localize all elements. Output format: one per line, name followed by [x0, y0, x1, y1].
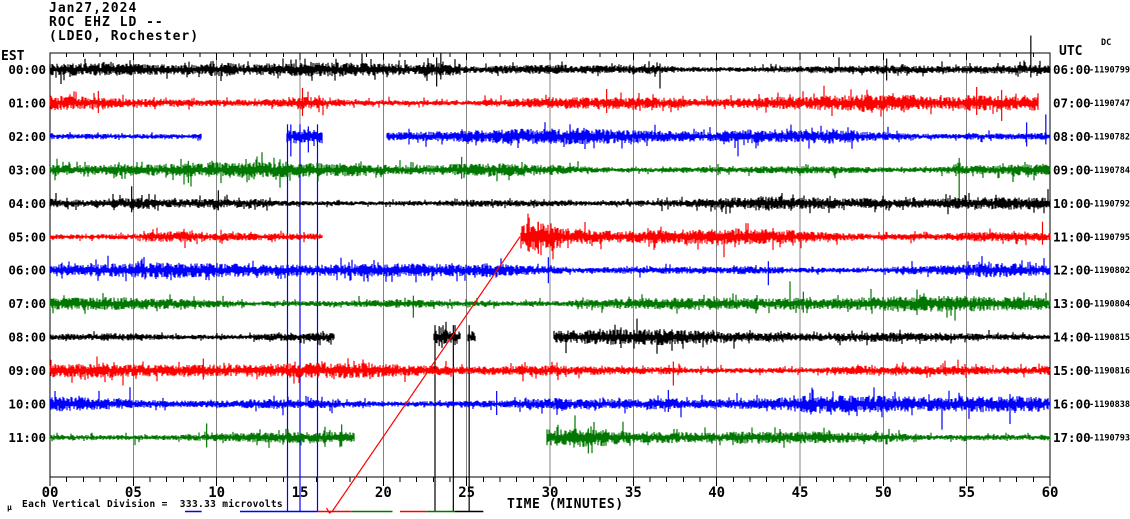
trace-row-10: [49, 387, 1051, 430]
axis-tick-label: 45: [792, 485, 809, 501]
axis-tick-label: 30: [542, 485, 559, 501]
trace-row-07: [49, 281, 1051, 321]
trace-row-00: [49, 53, 1051, 84]
row-dc-value: -1190802: [1089, 266, 1130, 276]
row-right-label: 17:00: [1053, 430, 1091, 445]
row-left-label: 10:00: [8, 397, 46, 412]
row-dc-value: -1190795: [1089, 233, 1130, 243]
row-left-label: 03:00: [8, 162, 46, 177]
row-left-label: 06:00: [8, 263, 46, 278]
row-right-label: 10:00: [1053, 196, 1091, 211]
time-axis-label: TIME (MINUTES): [507, 497, 624, 512]
row-left-label: 02:00: [8, 129, 46, 144]
row-right-label: 08:00: [1053, 129, 1091, 144]
row-left-label: 07:00: [8, 296, 46, 311]
title-location: (LDEO, Rochester): [49, 29, 200, 44]
row-left-label: 09:00: [8, 363, 46, 378]
row-right-label: 09:00: [1053, 162, 1091, 177]
row-dc-value: -1190792: [1089, 199, 1130, 209]
vertical-scale-note: Each Vertical Division = 333.33 microvol…: [22, 499, 283, 510]
row-dc-value: -1190799: [1089, 66, 1130, 76]
trace-row-04: [49, 189, 1051, 215]
axis-tick-label: 50: [875, 485, 892, 501]
row-right-label: 15:00: [1053, 363, 1091, 378]
trace-row-06: [49, 255, 1051, 283]
axis-tick-label: 25: [458, 485, 475, 501]
row-dc-value: -1190815: [1089, 333, 1130, 343]
row-left-label: 00:00: [8, 62, 46, 77]
row-left-label: 05:00: [8, 229, 46, 244]
row-dc-value: -1190793: [1089, 433, 1130, 443]
dc-column-header: DC: [1101, 38, 1112, 48]
trace-row-03: [49, 152, 1051, 188]
row-right-label: 14:00: [1053, 330, 1091, 345]
axis-tick-label: 00: [42, 485, 59, 501]
axis-tick-label: 10: [208, 485, 225, 501]
row-left-label: 04:00: [8, 196, 46, 211]
trace-row-09: [49, 356, 1051, 386]
row-dc-value: -1190816: [1089, 367, 1130, 377]
row-dc-value: -1190747: [1089, 99, 1130, 109]
row-right-label: 11:00: [1053, 229, 1091, 244]
trace-row-08: [49, 318, 1051, 354]
left-timezone-label: EST: [1, 49, 25, 64]
row-dc-value: -1190782: [1089, 132, 1130, 142]
right-timezone-label: UTC: [1059, 44, 1083, 59]
trace-row-05: [49, 213, 1051, 260]
row-right-label: 13:00: [1053, 296, 1091, 311]
row-left-label: 11:00: [8, 430, 46, 445]
axis-tick-label: 55: [958, 485, 975, 501]
row-dc-value: -1190804: [1089, 300, 1130, 310]
row-right-label: 12:00: [1053, 263, 1091, 278]
trace-row-11: [49, 415, 1051, 454]
row-left-label: 01:00: [8, 95, 46, 110]
row-dc-value: -1190838: [1089, 400, 1130, 410]
trace-row-02: [49, 122, 1051, 157]
axis-tick-label: 40: [708, 485, 725, 501]
row-left-label: 08:00: [8, 330, 46, 345]
axis-tick-label: 05: [125, 485, 142, 501]
mu-glyph: μ: [7, 503, 12, 512]
axis-tick-label: 20: [375, 485, 392, 501]
axis-ticks: [49, 53, 1051, 486]
row-right-label: 06:00: [1053, 62, 1091, 77]
title-station: ROC EHZ LD --: [49, 15, 164, 30]
title-date: Jan27,2024: [49, 1, 138, 16]
axis-tick-label: 60: [1042, 485, 1059, 501]
row-right-label: 07:00: [1053, 95, 1091, 110]
row-right-label: 16:00: [1053, 397, 1091, 412]
axis-tick-label: 35: [625, 485, 642, 501]
row-dc-value: -1190784: [1089, 166, 1130, 176]
trace-row-01: [49, 85, 1039, 117]
